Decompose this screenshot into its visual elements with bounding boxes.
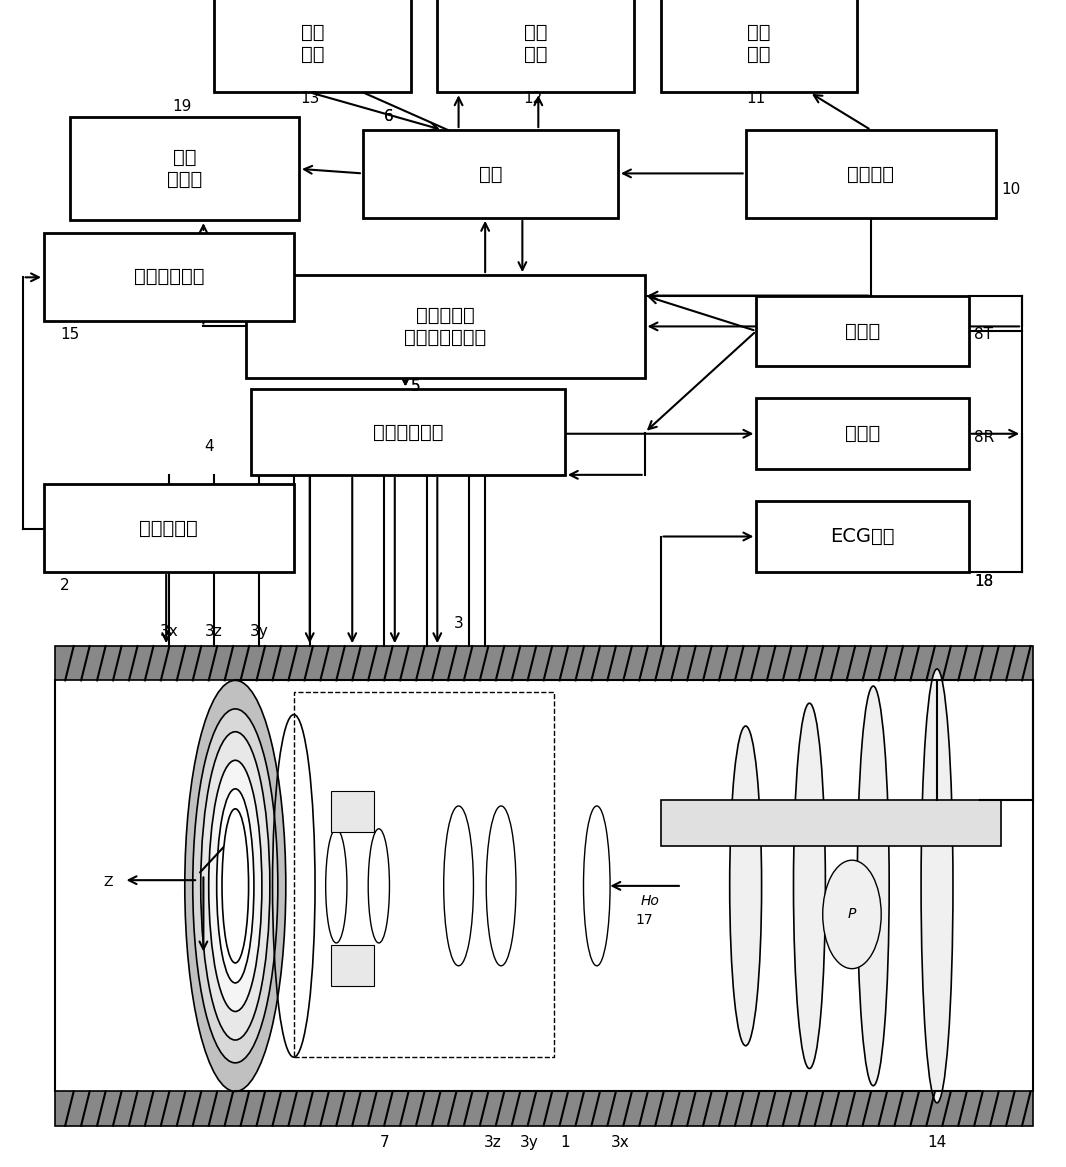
Text: 19: 19 <box>173 98 192 113</box>
Ellipse shape <box>200 732 270 1040</box>
FancyBboxPatch shape <box>44 232 294 321</box>
FancyBboxPatch shape <box>54 680 1033 1091</box>
Text: 5: 5 <box>411 379 421 394</box>
FancyBboxPatch shape <box>214 0 410 92</box>
Text: 2: 2 <box>60 578 69 593</box>
FancyBboxPatch shape <box>54 647 1033 680</box>
Text: 14: 14 <box>927 1135 947 1151</box>
Text: 13: 13 <box>300 91 320 105</box>
FancyBboxPatch shape <box>330 945 373 986</box>
FancyBboxPatch shape <box>745 130 996 218</box>
Text: 垫片线圈电源: 垫片线圈电源 <box>133 267 204 286</box>
Ellipse shape <box>193 708 278 1063</box>
Text: 11: 11 <box>746 91 765 105</box>
Text: Ho: Ho <box>641 894 660 908</box>
Text: 8R: 8R <box>974 429 995 445</box>
Text: 输入
单元: 输入 单元 <box>301 23 324 64</box>
Text: 存储
单元: 存储 单元 <box>747 23 771 64</box>
Text: 3x: 3x <box>160 624 179 638</box>
FancyBboxPatch shape <box>54 1091 1033 1126</box>
FancyBboxPatch shape <box>661 801 1001 846</box>
Text: 7: 7 <box>379 1135 389 1151</box>
Ellipse shape <box>216 789 254 983</box>
Text: Z: Z <box>103 875 113 889</box>
Text: 6: 6 <box>384 109 394 124</box>
Text: 主机: 主机 <box>479 165 502 183</box>
Text: 序列发生器
（序列控制器）: 序列发生器 （序列控制器） <box>404 306 486 347</box>
Text: 3z: 3z <box>205 624 223 638</box>
FancyBboxPatch shape <box>252 390 565 475</box>
Text: 显示
单元: 显示 单元 <box>523 23 548 64</box>
FancyBboxPatch shape <box>756 501 969 572</box>
Text: 6: 6 <box>384 109 394 124</box>
Text: 3x: 3x <box>611 1135 630 1151</box>
Text: 12: 12 <box>523 91 543 105</box>
Text: 梯度磁场电源: 梯度磁场电源 <box>373 422 443 441</box>
Text: 发射器: 发射器 <box>845 321 881 341</box>
FancyBboxPatch shape <box>437 0 634 92</box>
FancyBboxPatch shape <box>362 130 618 218</box>
Text: X: X <box>246 817 256 831</box>
Ellipse shape <box>857 686 889 1085</box>
FancyBboxPatch shape <box>756 398 969 469</box>
Ellipse shape <box>184 680 286 1091</box>
FancyBboxPatch shape <box>330 791 373 832</box>
Text: 4: 4 <box>205 439 214 454</box>
Ellipse shape <box>209 760 262 1012</box>
Text: 17: 17 <box>635 913 653 927</box>
Text: Y: Y <box>199 952 208 966</box>
Text: 8T: 8T <box>974 327 994 342</box>
Ellipse shape <box>921 669 953 1103</box>
Text: 18: 18 <box>974 573 994 588</box>
Ellipse shape <box>222 809 248 963</box>
Ellipse shape <box>823 860 882 969</box>
FancyBboxPatch shape <box>661 0 857 92</box>
Text: 3y: 3y <box>249 624 268 638</box>
FancyBboxPatch shape <box>246 275 645 378</box>
Text: 10: 10 <box>1001 182 1020 197</box>
FancyBboxPatch shape <box>70 118 300 221</box>
Text: ECG单元: ECG单元 <box>830 527 894 546</box>
Text: 3z: 3z <box>484 1135 501 1151</box>
FancyBboxPatch shape <box>756 295 969 366</box>
Text: P: P <box>847 908 856 922</box>
Text: 3y: 3y <box>519 1135 538 1151</box>
Text: 运算单元: 运算单元 <box>847 165 894 183</box>
Text: 语音
发生器: 语音 发生器 <box>167 148 203 189</box>
Text: 1: 1 <box>560 1135 569 1151</box>
Ellipse shape <box>793 704 825 1069</box>
Ellipse shape <box>730 726 761 1046</box>
Text: 15: 15 <box>60 327 79 342</box>
Text: 18: 18 <box>974 573 994 588</box>
Text: 3: 3 <box>454 616 464 631</box>
Text: 5: 5 <box>411 379 421 394</box>
Text: 静磁场电源: 静磁场电源 <box>140 518 198 538</box>
Text: 接收器: 接收器 <box>845 425 881 443</box>
FancyBboxPatch shape <box>44 484 294 572</box>
